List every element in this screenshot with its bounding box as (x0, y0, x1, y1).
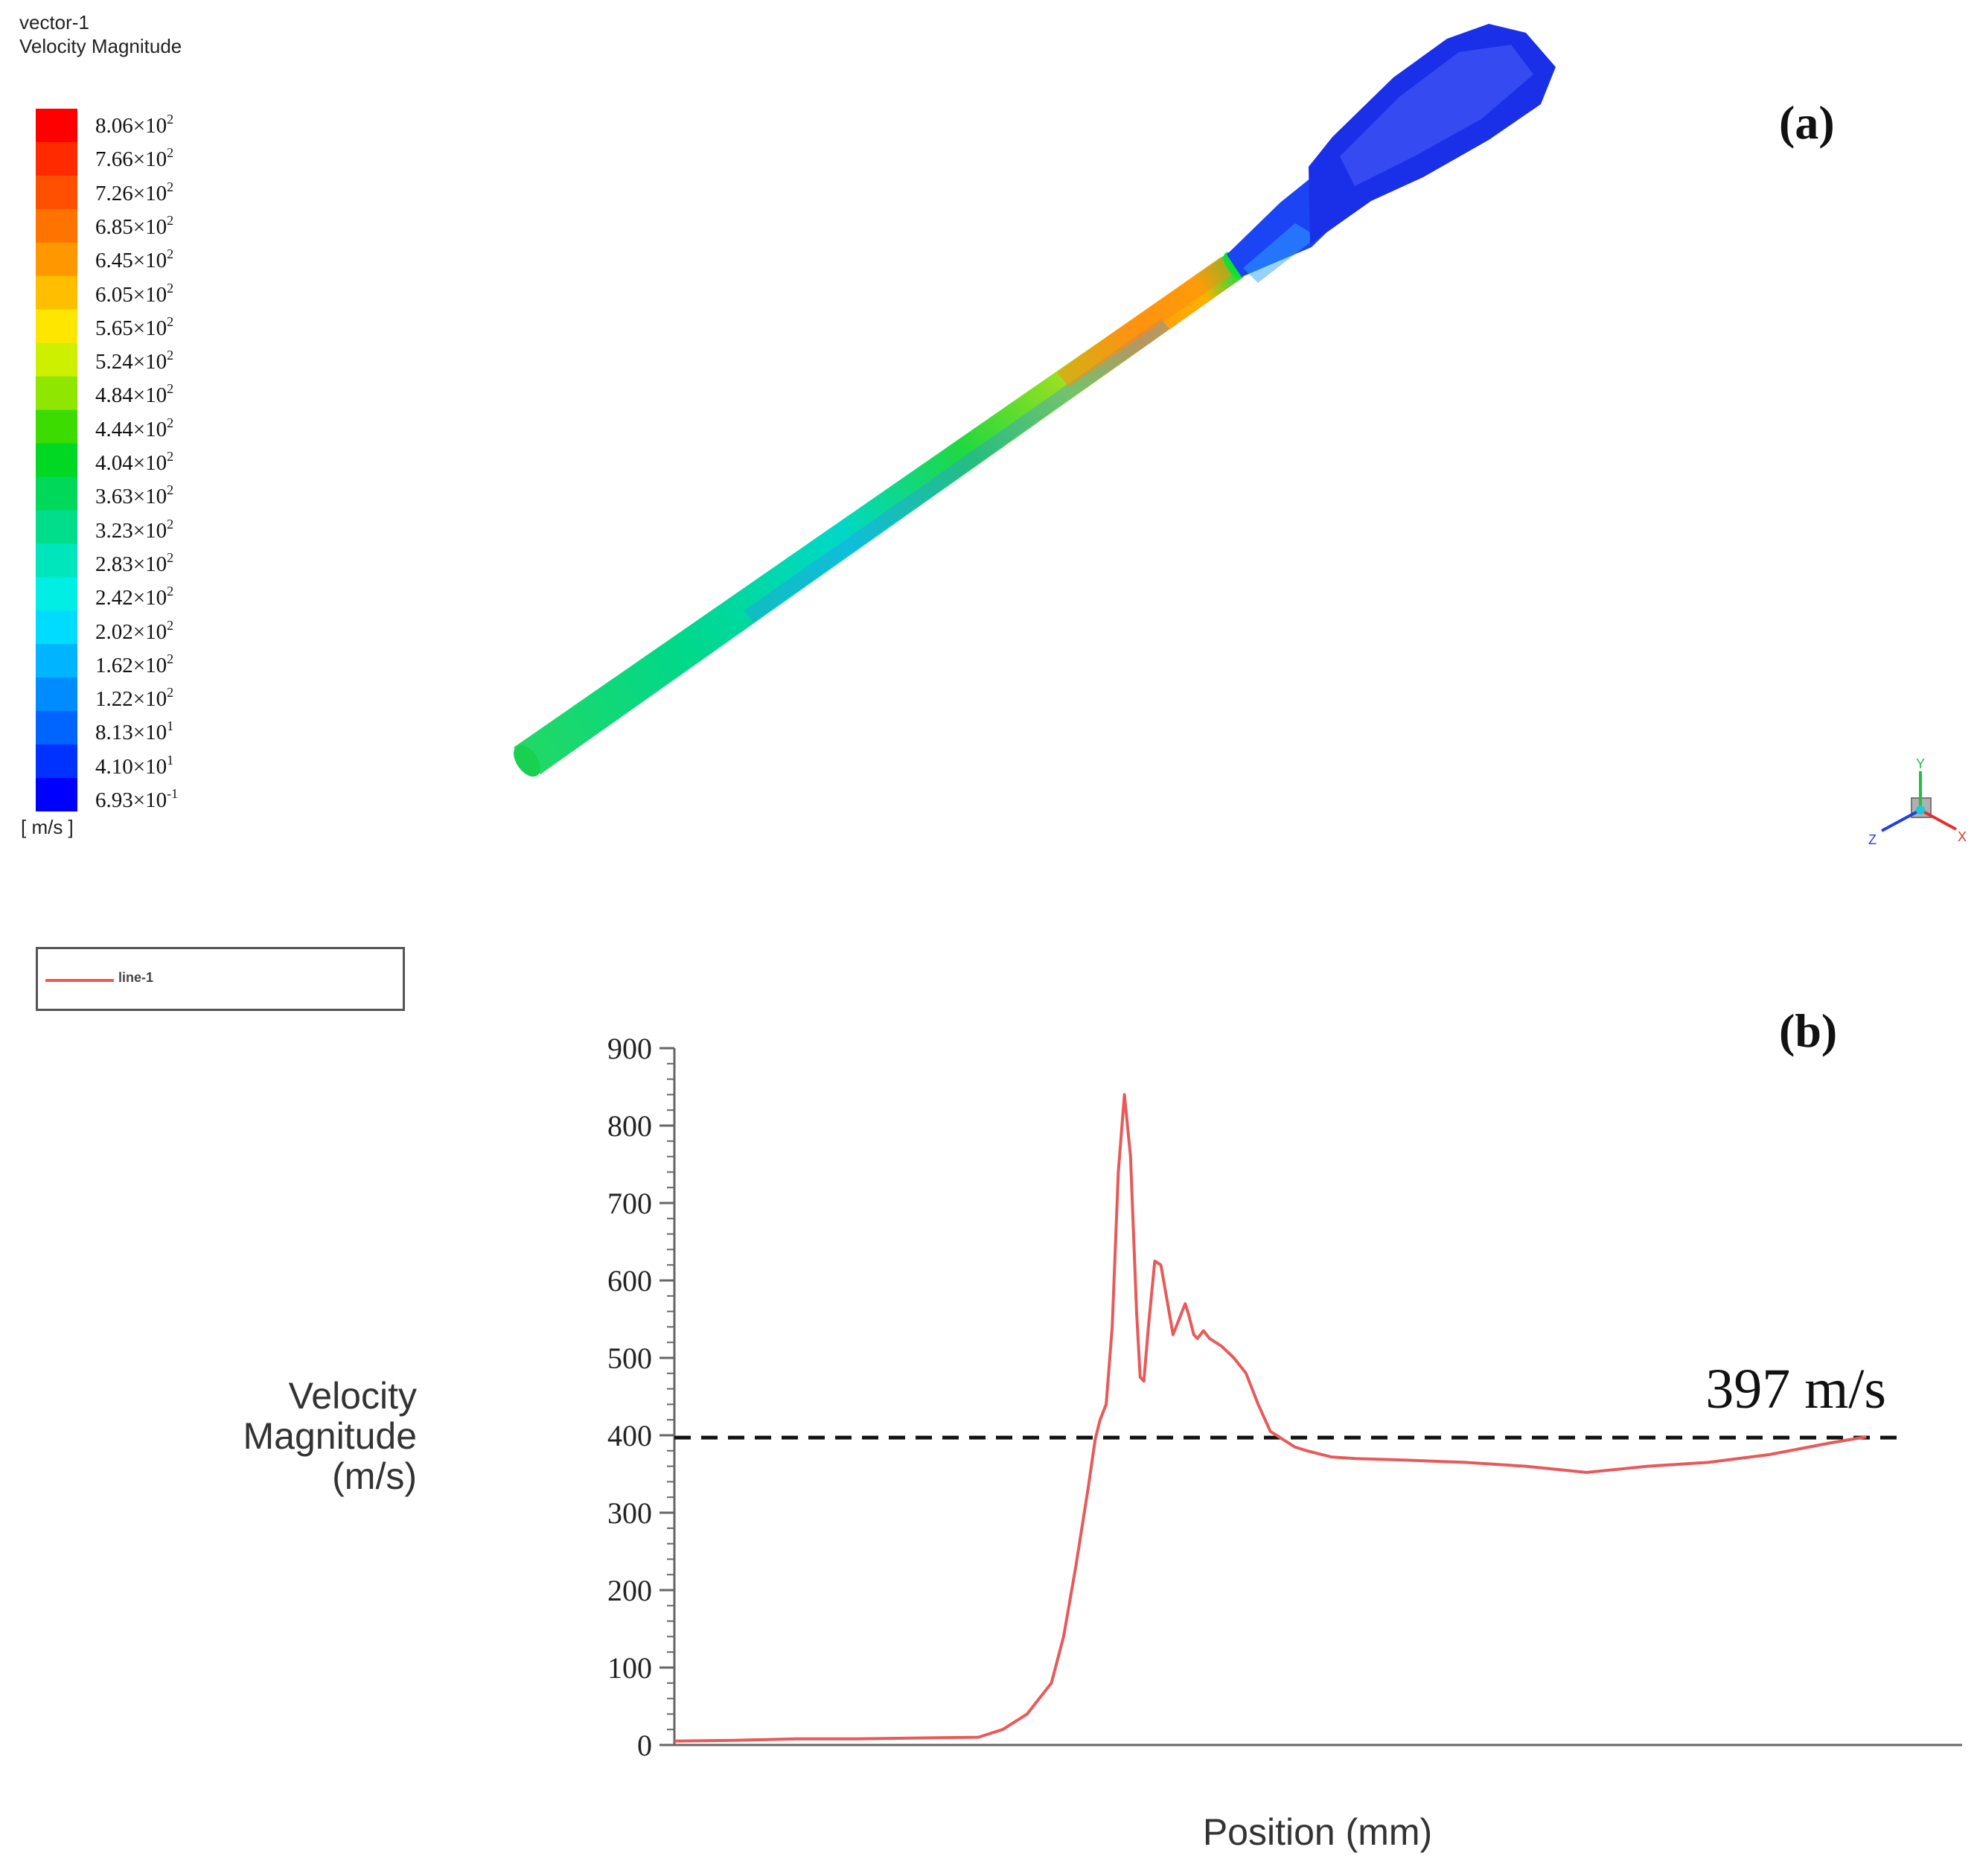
triad-z-label: Z (1868, 832, 1877, 847)
velocity-line-chart: 0 100 200 300 400 500 600 700 800 900 397 m/s (607, 1032, 1962, 1762)
colorbar-swatch (36, 175, 77, 210)
colorbar-tick-label: 7.26×102 (95, 179, 174, 205)
nozzle-hot-zone (1057, 257, 1233, 387)
legend-title: vector-1 Velocity Magnitude (19, 10, 182, 58)
colorbar-swatch (36, 577, 77, 612)
chart-legend: line-1 (36, 947, 405, 1011)
colorbar (36, 109, 77, 811)
triad-x-label: X (1958, 829, 1967, 844)
colorbar-labels: 8.06×102 7.66×102 7.26×102 6.85×102 6.45×102… (95, 109, 244, 812)
triad-y-label: Y (1916, 758, 1925, 771)
colorbar-swatch (36, 543, 77, 578)
colorbar-tick-label: 4.10×101 (95, 752, 174, 779)
reference-line-label: 397 m/s (1705, 1358, 1886, 1420)
legend-swatch (45, 979, 114, 982)
series-line-line-1 (674, 1093, 1867, 1743)
nozzle-barrel (514, 253, 1244, 774)
y-tick-label: 800 (607, 1109, 652, 1143)
nozzle-barrel-shade (744, 319, 1169, 622)
colorbar-tick-label: 2.02×102 (95, 617, 174, 644)
reference-line-group: 397 m/s (674, 1358, 1900, 1440)
y-tick-label: 600 (607, 1264, 652, 1298)
axes-triad: Y X Z (1868, 758, 1967, 847)
y-tick-label: 700 (607, 1187, 652, 1220)
y-axis-title-line2: Magnitude (243, 1415, 418, 1457)
x-axis-title: Position (mm) (1202, 1811, 1433, 1853)
colorbar-tick-label: 6.93×10-1 (95, 786, 179, 812)
colorbar-swatch (36, 744, 77, 779)
colorbar-swatch (36, 778, 77, 811)
y-tick-label: 500 (607, 1341, 652, 1375)
y-tick-label: 200 (607, 1574, 652, 1607)
y-tick-label: 400 (607, 1419, 652, 1452)
colorbar-tick-label: 3.63×102 (95, 482, 174, 509)
colorbar-tick-label: 5.65×102 (95, 313, 174, 340)
nozzle-chamber (1309, 24, 1556, 244)
legend-title-line2: Velocity Magnitude (19, 35, 182, 57)
series-group (674, 1093, 1867, 1743)
colorbar-tick-label: 7.66×102 (95, 145, 174, 172)
colorbar-swatch (36, 242, 77, 277)
colorbar-swatch (36, 109, 77, 143)
colorbar-swatch (36, 376, 77, 411)
velocity-vector-plot (514, 24, 1556, 777)
triad-z-axis (1881, 808, 1921, 832)
triad-x-axis (1920, 808, 1957, 831)
panel-b-label: (b) (1779, 1004, 1838, 1057)
colorbar-swatch (36, 510, 77, 545)
y-axis-title-line1: Velocity (288, 1375, 417, 1417)
colorbar-swatch (36, 275, 77, 310)
colorbar-tick-label: 4.84×102 (95, 381, 174, 408)
colorbar-swatch (36, 409, 77, 444)
colorbar-tick-label: 2.83×102 (95, 549, 174, 576)
panel-a-label: (a) (1779, 96, 1835, 149)
colorbar-swatch (36, 141, 77, 176)
colorbar-swatch (36, 677, 77, 712)
colorbar-swatch (36, 711, 77, 746)
colorbar-tick-label: 3.23×102 (95, 516, 174, 543)
colorbar-tick-label: 4.04×102 (95, 449, 174, 475)
colorbar-tick-label: 6.05×102 (95, 280, 174, 307)
colorbar-tick-label: 8.13×101 (95, 718, 174, 745)
y-axis-title-line3: (m/s) (332, 1455, 417, 1497)
colorbar-tick-label: 1.62×102 (95, 651, 174, 677)
y-axis-title: Velocity Magnitude (m/s) (149, 1375, 418, 1497)
y-tick-label: 100 (607, 1651, 652, 1685)
colorbar-tick-label: 5.24×102 (95, 348, 174, 374)
colorbar-tick-label: 4.44×102 (95, 415, 174, 441)
y-tick-label: 900 (607, 1032, 652, 1065)
colorbar-tick-label: 6.45×102 (95, 246, 174, 273)
legend-title-line1: vector-1 (19, 11, 89, 34)
y-tick-label: 0 (637, 1729, 652, 1762)
colorbar-swatch (36, 443, 77, 478)
colorbar-tick-label: 6.85×102 (95, 212, 174, 239)
colorbar-swatch (36, 644, 77, 679)
colorbar-swatch (36, 610, 77, 645)
nozzle-chamber-speckle (1340, 45, 1533, 186)
colorbar-tick-label: 1.22×102 (95, 685, 174, 712)
colorbar-tick-label: 2.42×102 (95, 584, 174, 610)
colorbar-swatch (36, 476, 77, 511)
nozzle-inlet (514, 744, 540, 777)
y-tick-label: 300 (607, 1496, 652, 1530)
triad-origin (1916, 805, 1925, 814)
colorbar-swatch (36, 208, 77, 243)
y-axis: 0 100 200 300 400 500 600 700 800 900 (607, 1032, 676, 1762)
colorbar-unit: [ m/s ] (21, 816, 74, 838)
colorbar-swatch (36, 309, 77, 344)
colorbar-tick-label: 8.06×102 (95, 112, 174, 138)
nozzle-converging-highlight (1243, 223, 1318, 283)
legend-label: line-1 (118, 970, 154, 985)
colorbar-swatch (36, 342, 77, 377)
